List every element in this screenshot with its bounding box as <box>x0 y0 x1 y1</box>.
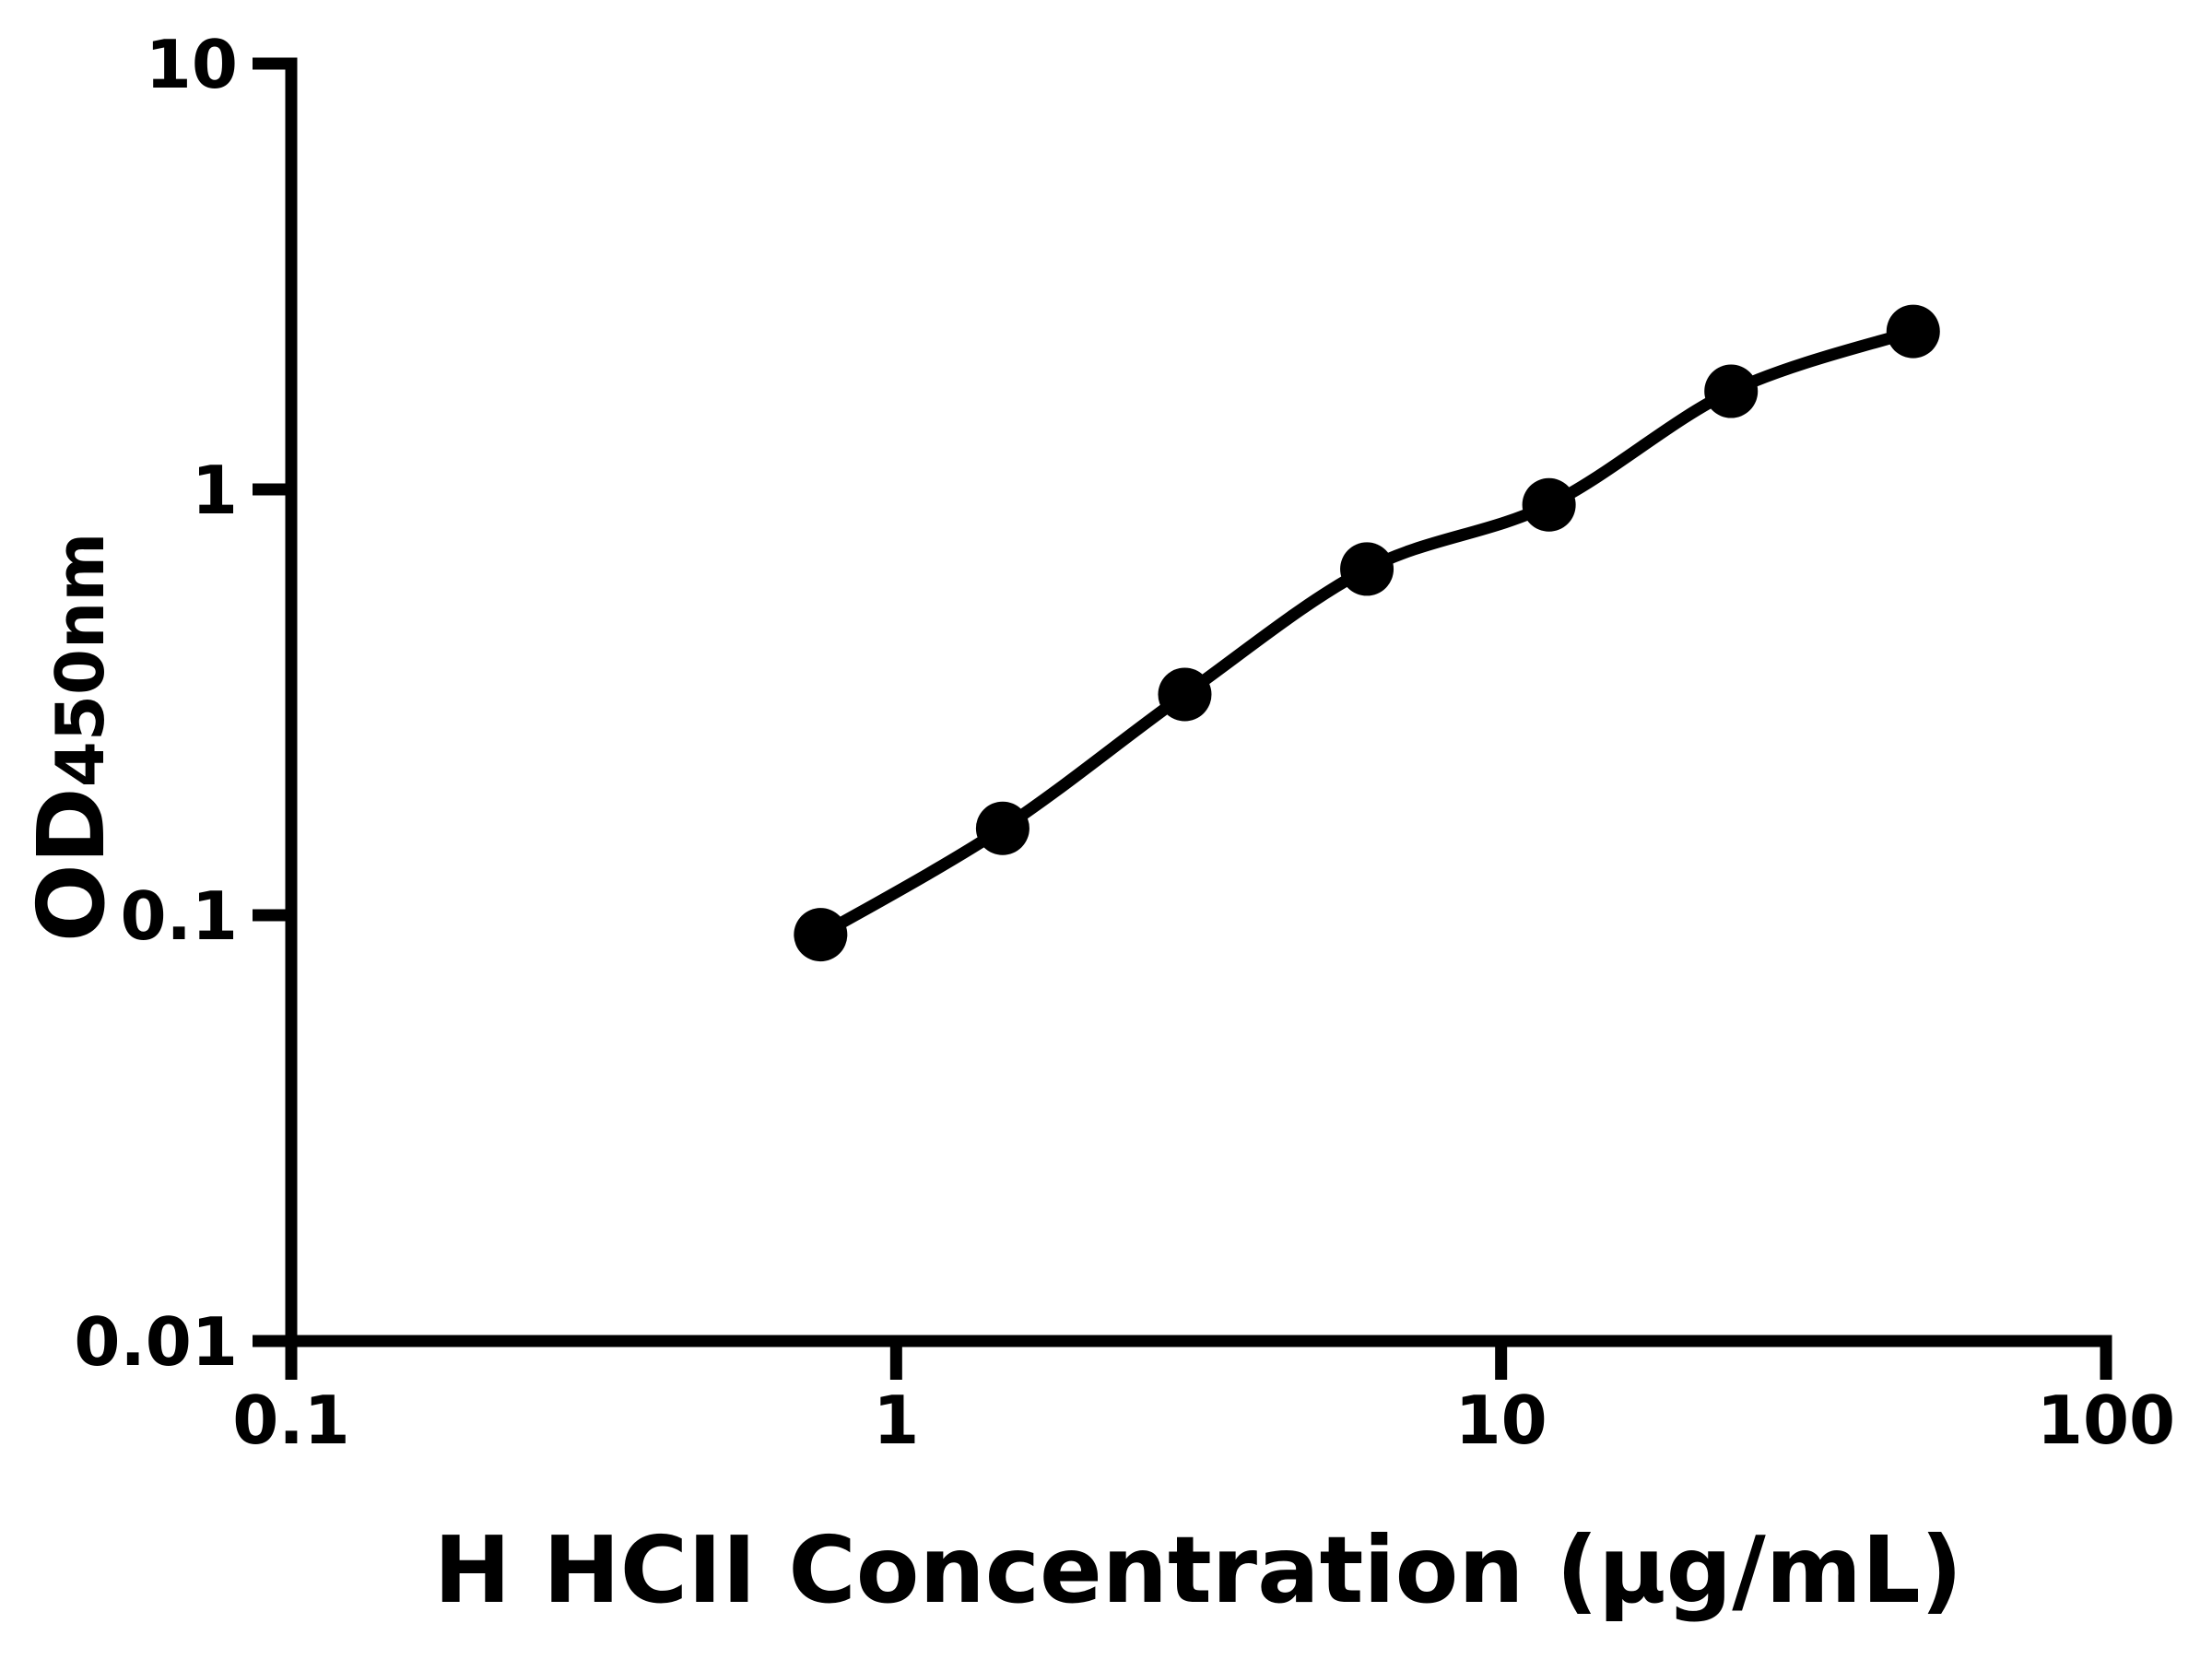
x-tick-label-100: 100 <box>2037 1382 2175 1459</box>
y-tick-label-10: 10 <box>146 26 238 103</box>
y-axis-title-subscript: 450nm <box>41 533 119 788</box>
data-point-1.5 <box>975 801 1030 855</box>
data-point-48 <box>1886 304 1940 359</box>
x-tick-label-10: 10 <box>1455 1382 1547 1459</box>
data-point-6 <box>1340 542 1394 596</box>
y-tick-label-0.01: 0.01 <box>74 1303 238 1381</box>
data-point-3 <box>1158 667 1212 722</box>
y-axis-title-base: OD <box>18 787 125 942</box>
x-axis-title: H HCII Concentration (µg/mL) <box>434 1516 1963 1624</box>
x-tick-label-0.1: 0.1 <box>232 1382 350 1459</box>
axis-frame <box>253 57 2112 1380</box>
y-tick-label-1: 1 <box>192 452 238 529</box>
y-tick-label-0.1: 0.1 <box>120 877 238 955</box>
x-tick-label-1: 1 <box>873 1382 919 1459</box>
data-point-0.75 <box>794 908 848 962</box>
y-axis-title: OD450nm <box>18 533 125 943</box>
data-point-24 <box>1704 364 1759 418</box>
data-point-12 <box>1522 477 1576 532</box>
